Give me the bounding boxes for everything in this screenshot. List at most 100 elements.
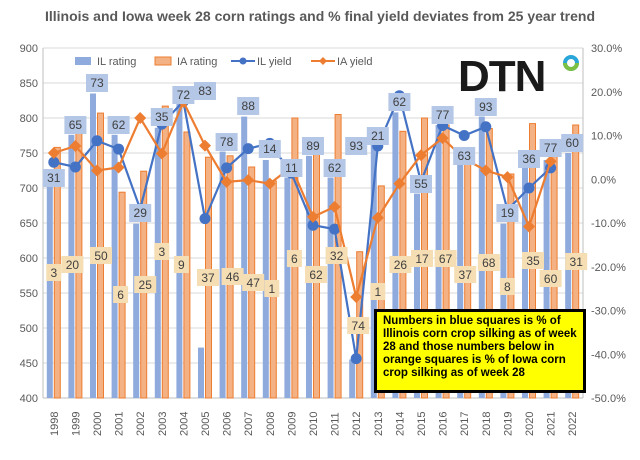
ia-silking-label-box <box>173 256 189 273</box>
il-silking-label-box <box>539 139 562 157</box>
ia-yield-point <box>415 149 427 162</box>
ia-silking-label: 60 <box>544 272 558 286</box>
il-silking-label: 89 <box>306 139 320 153</box>
ia-silking-label: 6 <box>291 252 298 266</box>
il-silking-label: 93 <box>350 139 364 153</box>
dtn-logo: DTN <box>458 52 579 102</box>
il-silking-label-box <box>64 116 87 134</box>
ia-silking-label: 67 <box>439 252 453 266</box>
x-tick-label: 2019 <box>502 412 514 436</box>
ia-silking-label-box <box>113 286 129 303</box>
ia-yield-point <box>307 210 319 223</box>
x-tick-label: 2009 <box>286 412 298 436</box>
il-silking-label: 21 <box>371 129 385 143</box>
left-tick-label: 850 <box>20 78 38 90</box>
il-silking-label-box <box>194 82 216 100</box>
x-tick-label: 2013 <box>373 412 385 436</box>
ia-silking-label-box <box>539 270 562 287</box>
x-tick-label: 2002 <box>135 412 147 436</box>
il-silking-label: 19 <box>501 206 515 220</box>
ia-silking-label-box <box>454 266 477 283</box>
right-tick-label: 10.0% <box>591 131 622 143</box>
legend-marker <box>319 57 327 65</box>
ia-silking-label-box <box>197 269 219 286</box>
ia-silking-label-box <box>370 283 386 300</box>
left-tick-label: 550 <box>20 288 38 300</box>
il-rating-bar <box>565 153 572 398</box>
x-tick-label: 2017 <box>459 412 471 436</box>
il-silking-label-box <box>42 169 65 187</box>
right-tick-label: -50.0% <box>591 393 626 405</box>
ia-silking-label-box <box>61 256 84 273</box>
ia-silking-label: 17 <box>415 252 429 266</box>
il-silking-label: 65 <box>69 118 83 132</box>
left-tick-label: 500 <box>20 323 38 335</box>
ia-silking-label-box <box>565 253 588 270</box>
x-tick-label: 2003 <box>157 412 169 436</box>
ia-silking-label: 37 <box>201 271 215 285</box>
il-silking-label-box <box>150 108 173 126</box>
il-silking-label-box <box>345 137 368 155</box>
x-tick-label: 2011 <box>330 412 342 436</box>
legend-marker <box>239 57 247 65</box>
il-yield-point <box>242 143 254 155</box>
ia-silking-label-box <box>325 247 348 264</box>
ia-yield-point <box>436 132 449 145</box>
x-tick-label: 2012 <box>351 412 363 436</box>
il-silking-label: 14 <box>263 142 277 156</box>
il-yield-point <box>199 213 211 225</box>
legend-label: IL yield <box>257 56 291 68</box>
il-silking-label: 35 <box>155 110 169 124</box>
il-silking-label: 62 <box>112 118 126 132</box>
il-rating-bar <box>154 127 161 399</box>
ia-yield-point <box>263 177 276 190</box>
ia-yield-point <box>479 164 492 177</box>
left-tick-label: 450 <box>20 358 38 370</box>
il-silking-label: 55 <box>414 177 428 191</box>
right-tick-label: 20.0% <box>591 87 622 99</box>
left-tick-label: 700 <box>20 183 38 195</box>
left-tick-label: 750 <box>20 148 38 160</box>
il-silking-label-box <box>388 93 411 111</box>
ia-yield-point <box>371 211 384 224</box>
il-yield-point <box>307 219 319 231</box>
il-rating-bar <box>392 112 399 399</box>
ia-silking-label: 3 <box>50 266 57 280</box>
ia-yield-point <box>199 139 211 152</box>
x-tick-label: 2007 <box>243 412 255 436</box>
x-tick-label: 2001 <box>114 412 126 436</box>
il-silking-label: 83 <box>198 84 212 98</box>
il-rating-bar <box>111 134 118 399</box>
ia-silking-label: 68 <box>482 256 496 270</box>
left-tick-label: 900 <box>20 43 38 55</box>
il-rating-bar <box>198 347 204 398</box>
il-silking-label-box <box>496 204 519 222</box>
ia-yield-point <box>242 174 255 187</box>
ia-silking-label: 26 <box>394 258 408 272</box>
il-silking-label-box <box>518 150 540 168</box>
il-silking-label-box <box>129 204 152 222</box>
il-silking-label: 77 <box>436 108 450 122</box>
x-tick-label: 2015 <box>416 412 428 436</box>
il-yield-point <box>329 223 341 235</box>
ia-yield-point <box>134 112 147 124</box>
ia-silking-label-box <box>154 243 170 260</box>
ia-silking-label: 37 <box>459 268 473 282</box>
right-tick-label: -20.0% <box>591 262 626 274</box>
il-silking-label-box <box>258 140 281 158</box>
il-yield-point <box>91 135 103 147</box>
legend-swatch <box>154 56 172 66</box>
il-silking-label: 88 <box>242 99 256 113</box>
ia-silking-label-box <box>90 247 112 264</box>
legend-label: IA rating <box>177 56 217 68</box>
x-tick-label: 2016 <box>438 412 450 436</box>
ia-yield-point <box>91 164 103 177</box>
il-silking-label-box <box>323 159 346 177</box>
il-yield-point <box>69 161 81 173</box>
ia-silking-label: 50 <box>94 249 108 263</box>
ia-silking-label-box <box>286 250 302 267</box>
il-yield-point <box>458 130 470 141</box>
ia-yield-point <box>112 161 125 174</box>
il-yield-point <box>480 121 492 133</box>
